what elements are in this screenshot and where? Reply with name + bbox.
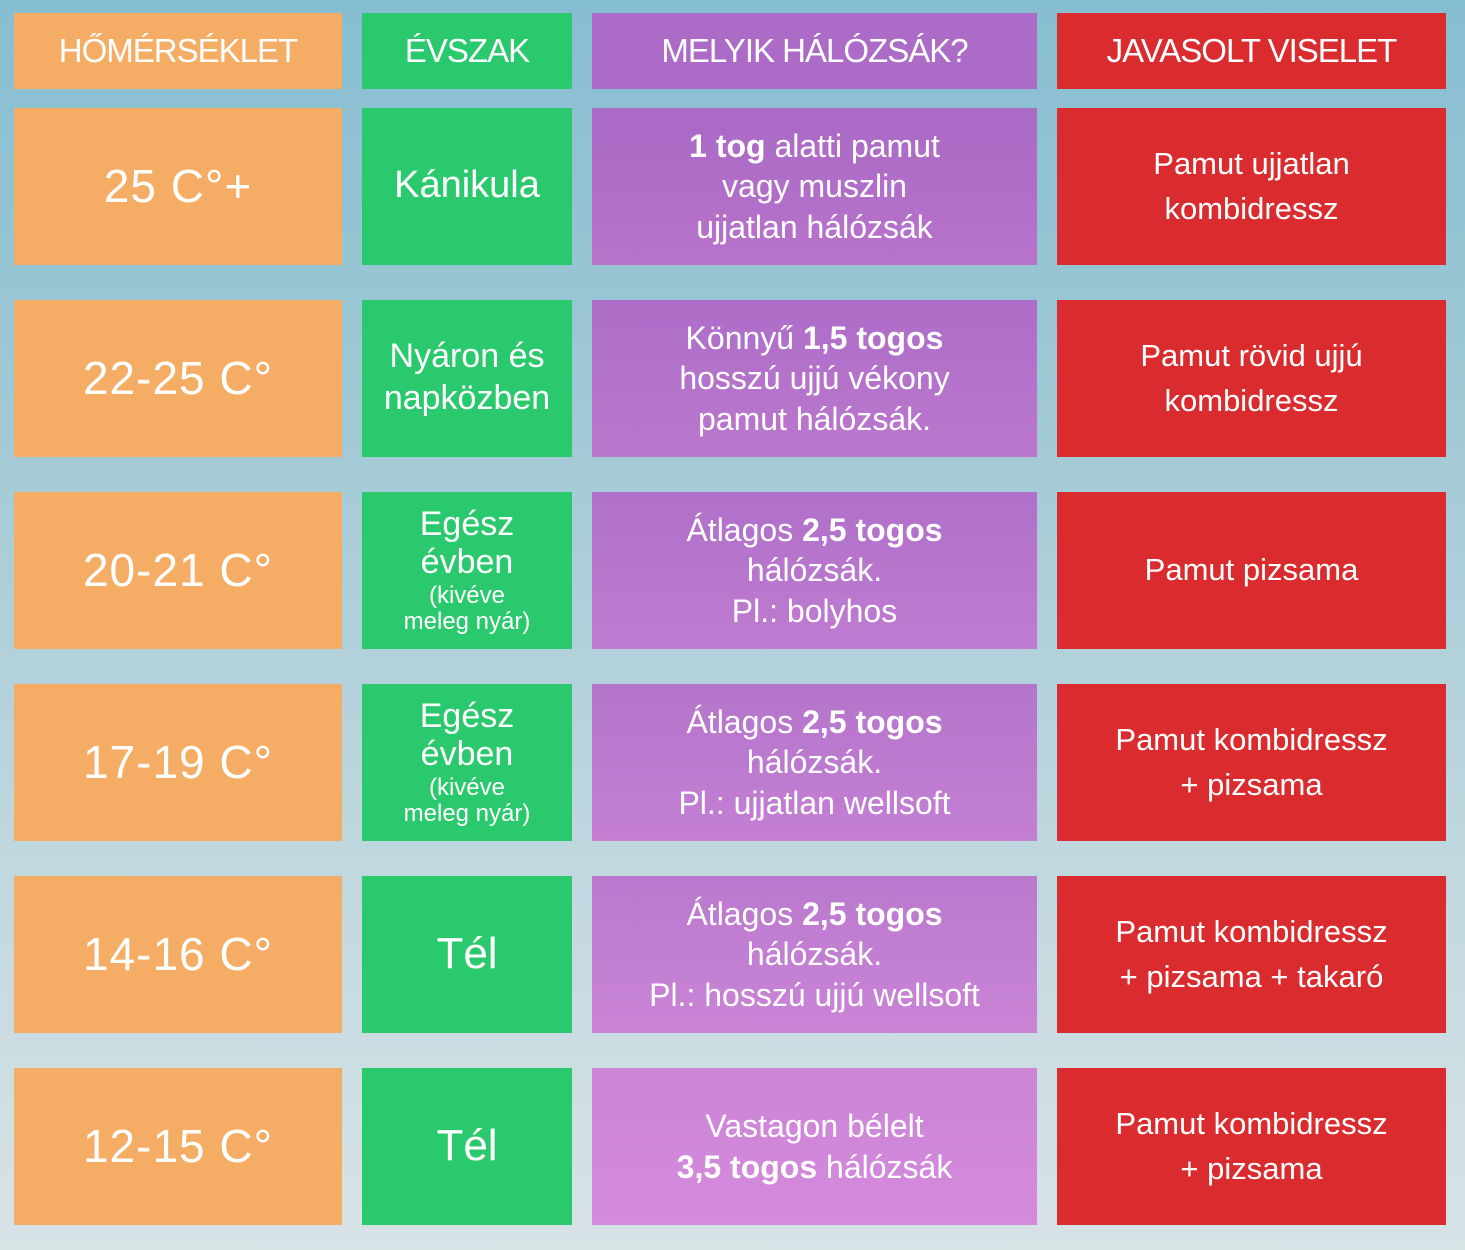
header-which-sleeping-bag: MELYIK HÁLÓZSÁK? [592,13,1037,89]
season-label: Tél [436,928,498,978]
bag-tog-rating: 1,5 togos [802,319,944,356]
temperature-value: 22-25 C° [82,352,274,405]
temperature-value: 20-21 C° [82,544,274,597]
season-cell: Tél [362,1068,572,1225]
temperature-value: 17-19 C° [82,736,274,789]
bag-text-pre: Könnyű [685,319,803,356]
bag-text-post: hálózsák. Pl.: ujjatlan wellsoft [678,744,951,821]
wear-cell: Pamut kombidressz + pizsama [1057,1068,1446,1225]
bag-tog-rating: 2,5 togos [802,895,943,932]
table-row: 20-21 C° Egész évben (kivéve meleg nyár) … [14,492,1446,649]
bag-text-post: hosszú ujjú vékony pamut hálózsák. [679,360,950,437]
header-temperature: HŐMÉRSÉKLET [14,13,342,89]
table-row: 14-16 C° Tél Átlagos 2,5 togos hálózsák.… [14,876,1446,1033]
bag-text-pre: Vastagon bélelt [705,1107,924,1144]
bag-text-post: hálózsák. Pl.: bolyhos [731,552,898,629]
table-header-row: HŐMÉRSÉKLET ÉVSZAK MELYIK HÁLÓZSÁK? JAVA… [14,13,1446,89]
wear-cell: Pamut rövid ujjú kombidressz [1057,300,1446,457]
sleeping-bag-cell: Átlagos 2,5 togos hálózsák. Pl.: ujjatla… [592,684,1037,841]
sleeping-bag-text: Átlagos 2,5 togos hálózsák. Pl.: hosszú … [649,894,980,1016]
header-season: ÉVSZAK [362,13,572,89]
season-note: (kivéve meleg nyár) [403,773,531,827]
bag-tog-rating: 1 tog [689,127,766,164]
temperature-value: 25 C°+ [103,160,253,213]
temperature-cell: 12-15 C° [14,1068,342,1225]
sleeping-bag-cell: Átlagos 2,5 togos hálózsák. Pl.: hosszú … [592,876,1037,1033]
sleeping-bag-text: Átlagos 2,5 togos hálózsák. Pl.: bolyhos [686,510,942,632]
bag-text-post: hálózsák. Pl.: hosszú ujjú wellsoft [649,936,980,1013]
bag-text-pre: Átlagos [686,703,803,740]
table-row: 22-25 C° Nyáron és napközben Könnyű 1,5 … [14,300,1446,457]
wear-cell: Pamut pizsama [1057,492,1446,649]
header-recommended-wear: JAVASOLT VISELET [1057,13,1446,89]
season-label: Egész évben [419,697,515,773]
season-label: Tél [436,1120,498,1170]
sleeping-bag-text: Vastagon bélelt 3,5 togos hálózsák [677,1106,953,1187]
season-cell: Egész évben (kivéve meleg nyár) [362,684,572,841]
temperature-value: 14-16 C° [82,928,274,981]
season-cell: Egész évben (kivéve meleg nyár) [362,492,572,649]
season-cell: Tél [362,876,572,1033]
wear-label: Pamut rövid ujjú kombidressz [1140,337,1363,418]
sleeping-bag-cell: Átlagos 2,5 togos hálózsák. Pl.: bolyhos [592,492,1037,649]
temperature-cell: 17-19 C° [14,684,342,841]
bag-text-pre: Átlagos [686,511,803,548]
table-row: 25 C°+ Kánikula 1 tog alatti pamut vagy … [14,108,1446,265]
bag-tog-rating: 2,5 togos [802,511,943,548]
wear-label: Pamut pizsama [1144,552,1359,588]
wear-label: Pamut ujjatlan kombidressz [1153,145,1350,226]
bag-tog-rating: 3,5 togos [676,1148,818,1185]
temperature-cell: 25 C°+ [14,108,342,265]
bag-text-post: alatti pamut vagy muszlin ujjatlan hálóz… [696,127,940,245]
sleeping-bag-text: 1 tog alatti pamut vagy muszlin ujjatlan… [689,126,940,248]
wear-cell: Pamut kombidressz + pizsama [1057,684,1446,841]
wear-label: Pamut kombidressz + pizsama + takaró [1115,913,1388,994]
bag-text-post: hálózsák [817,1148,953,1185]
season-label: Egész évben [419,505,515,581]
wear-cell: Pamut ujjatlan kombidressz [1057,108,1446,265]
temperature-cell: 20-21 C° [14,492,342,649]
sleeping-bag-cell: Vastagon bélelt 3,5 togos hálózsák [592,1068,1037,1225]
season-label: Nyáron és napközben [383,337,551,417]
sleeping-bag-cell: 1 tog alatti pamut vagy muszlin ujjatlan… [592,108,1037,265]
season-label: Kánikula [394,164,540,207]
temperature-cell: 14-16 C° [14,876,342,1033]
season-note: (kivéve meleg nyár) [403,581,531,635]
season-cell: Kánikula [362,108,572,265]
table-row: 17-19 C° Egész évben (kivéve meleg nyár) … [14,684,1446,841]
sleeping-bag-cell: Könnyű 1,5 togos hosszú ujjú vékony pamu… [592,300,1037,457]
wear-cell: Pamut kombidressz + pizsama + takaró [1057,876,1446,1033]
temperature-value: 12-15 C° [82,1120,274,1173]
sleeping-bag-text: Átlagos 2,5 togos hálózsák. Pl.: ujjatla… [678,702,950,824]
wear-label: Pamut kombidressz + pizsama [1115,721,1388,802]
sleeping-bag-text: Könnyű 1,5 togos hosszú ujjú vékony pamu… [679,318,949,440]
temperature-cell: 22-25 C° [14,300,342,457]
wear-label: Pamut kombidressz + pizsama [1115,1105,1388,1186]
bag-text-pre: Átlagos [686,895,803,932]
bag-tog-rating: 2,5 togos [802,703,943,740]
season-cell: Nyáron és napközben [362,300,572,457]
table-row: 12-15 C° Tél Vastagon bélelt 3,5 togos h… [14,1068,1446,1225]
